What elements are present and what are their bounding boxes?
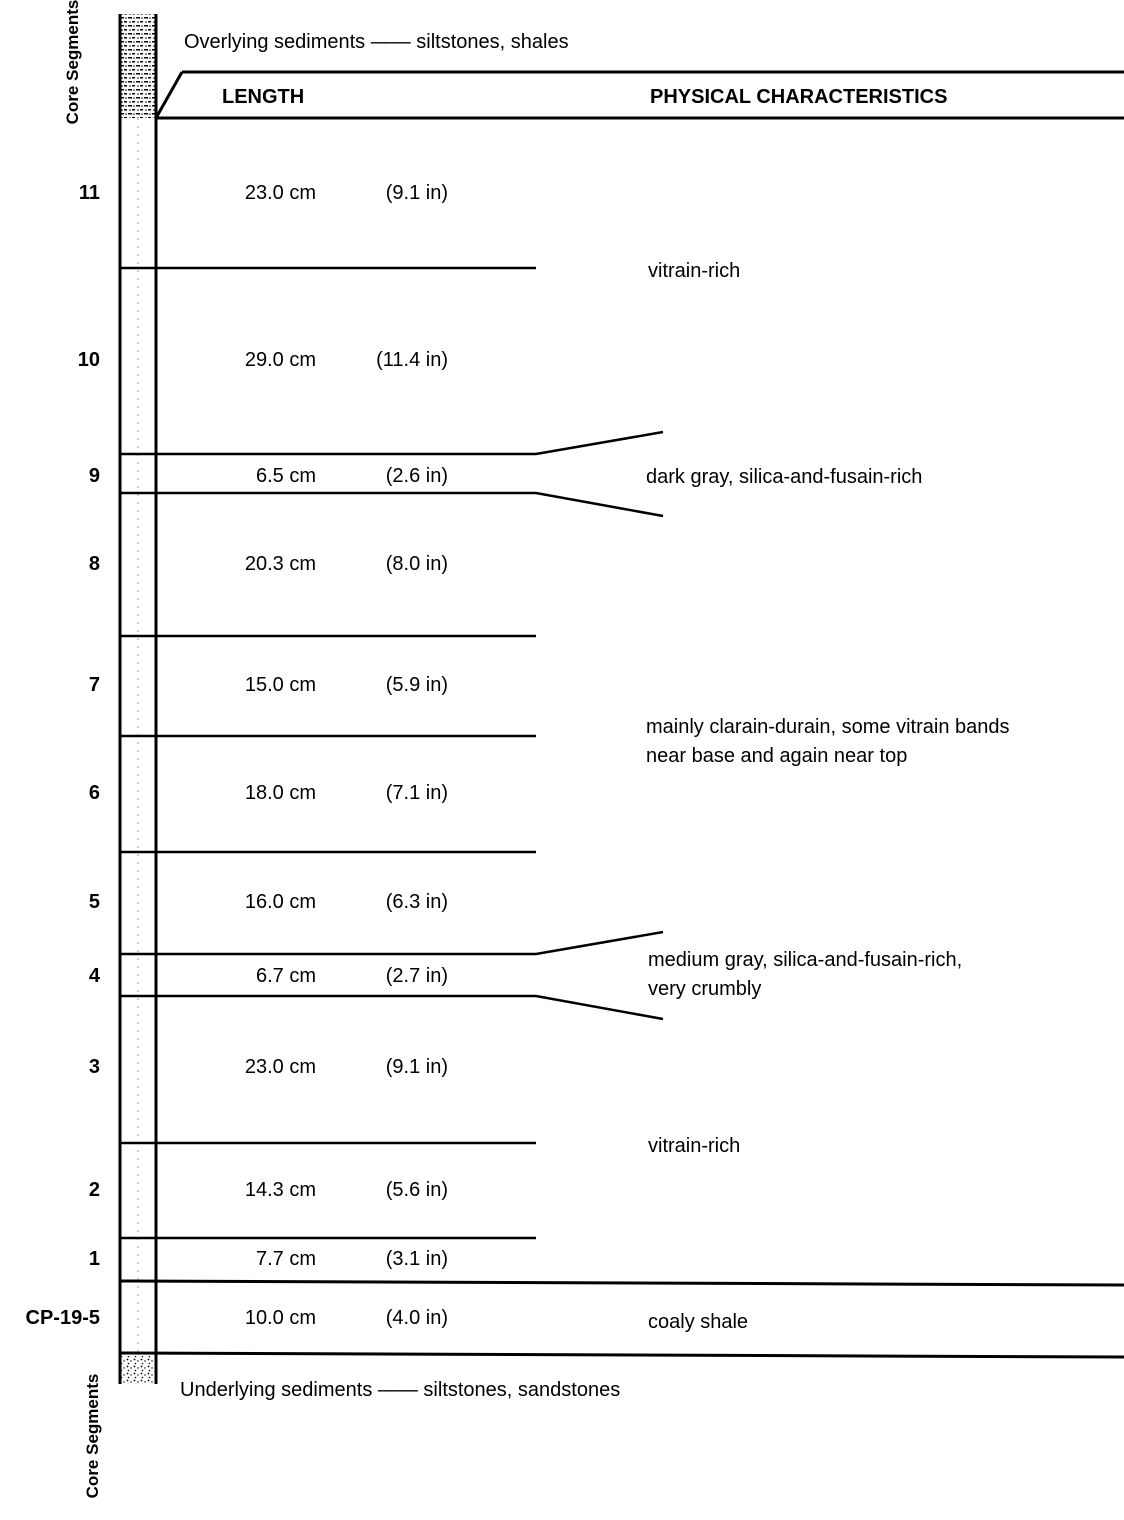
overlying-sediment-pattern (120, 14, 156, 118)
segment-number: 9 (89, 465, 100, 487)
characteristics-header: PHYSICAL CHARACTERISTICS (650, 86, 947, 108)
coal-base-line (119, 1279, 1124, 1287)
shale-base-line (119, 1351, 1124, 1359)
characteristic-text: vitrain-rich (648, 1135, 740, 1157)
header-slant (154, 71, 184, 119)
length-in: (7.1 in) (386, 782, 448, 804)
length-in: (3.1 in) (386, 1248, 448, 1270)
length-in: (6.3 in) (386, 891, 448, 913)
segment-number: 5 (89, 891, 100, 913)
characteristic-text: dark gray, silica-and-fusain-rich (646, 466, 922, 488)
length-cm: 20.3 cm (245, 553, 316, 575)
length-cm: 16.0 cm (245, 891, 316, 913)
segment-number: 3 (89, 1056, 100, 1078)
length-cm: 14.3 cm (245, 1179, 316, 1201)
segment-boundaries (120, 266, 664, 1240)
length-in: (9.1 in) (386, 182, 448, 204)
characteristic-text: mainly clarain-durain, some vitrain band… (646, 716, 1010, 738)
physical-characteristics: vitrain-rich dark gray, silica-and-fusai… (646, 260, 1010, 1333)
length-in: (8.0 in) (386, 553, 448, 575)
length-in: (5.9 in) (386, 674, 448, 696)
boundary-4-3 (120, 994, 664, 1021)
length-in: (2.6 in) (386, 465, 448, 487)
overlying-sediments-label: Overlying sediments —— siltstones, shale… (184, 31, 569, 53)
segment-number: 8 (89, 553, 100, 575)
characteristic-text: vitrain-rich (648, 260, 740, 282)
boundary-10-9 (120, 430, 664, 456)
side-label-bottom: Core Segments (83, 1374, 102, 1499)
length-cm: 29.0 cm (245, 349, 316, 371)
lengths-cm: 23.0 cm 29.0 cm 6.5 cm 20.3 cm 15.0 cm 1… (245, 182, 316, 1329)
segment-number: 10 (78, 349, 100, 371)
segment-number: 1 (89, 1248, 100, 1270)
characteristic-text: very crumbly (648, 978, 761, 1000)
length-cm: 7.7 cm (256, 1248, 316, 1270)
boundary-9-8 (120, 491, 664, 518)
segment-number: 7 (89, 674, 100, 696)
segment-number: 2 (89, 1179, 100, 1201)
characteristic-text: near base and again near top (646, 745, 907, 767)
length-in: (9.1 in) (386, 1056, 448, 1078)
segment-number: CP-19-5 (26, 1307, 100, 1329)
length-cm: 15.0 cm (245, 674, 316, 696)
length-in: (4.0 in) (386, 1307, 448, 1329)
length-in: (11.4 in) (376, 349, 448, 371)
length-cm: 6.7 cm (256, 965, 316, 987)
length-cm: 23.0 cm (245, 182, 316, 204)
segment-number: 4 (89, 965, 101, 987)
segment-number: 11 (79, 182, 100, 204)
length-in: (5.6 in) (386, 1179, 448, 1201)
characteristic-text: coaly shale (648, 1311, 748, 1333)
length-cm: 23.0 cm (245, 1056, 316, 1078)
length-cm: 10.0 cm (245, 1307, 316, 1329)
length-header: LENGTH (222, 86, 304, 108)
length-in: (2.7 in) (386, 965, 448, 987)
underlying-sediment-pattern (120, 1356, 156, 1384)
characteristic-text: medium gray, silica-and-fusain-rich, (648, 949, 962, 971)
underlying-sediments-label: Underlying sediments —— siltstones, sand… (180, 1379, 620, 1401)
length-cm: 6.5 cm (256, 465, 316, 487)
lengths-in: (9.1 in) (11.4 in) (2.6 in) (8.0 in) (5.… (376, 182, 448, 1329)
length-cm: 18.0 cm (245, 782, 316, 804)
side-label-top: Core Segments (63, 0, 82, 124)
segment-number: 6 (89, 782, 100, 804)
boundary-5-4 (120, 930, 664, 956)
segment-numbers: 11 10 9 8 7 6 5 4 3 2 1 CP-19-5 (26, 182, 101, 1329)
